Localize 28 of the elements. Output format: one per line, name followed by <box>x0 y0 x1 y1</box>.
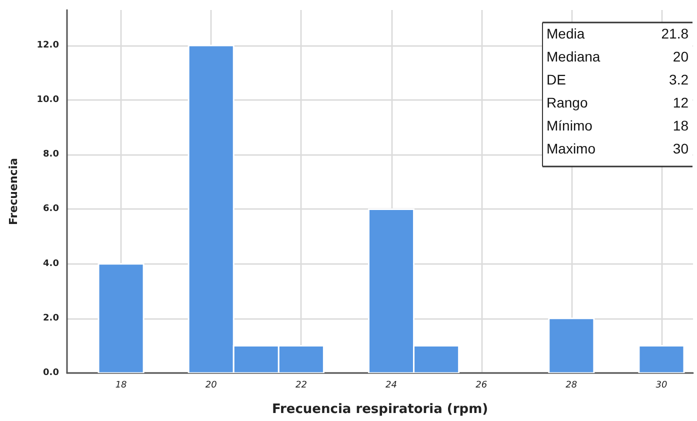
y-tick-label: 10.0 <box>36 95 59 106</box>
x-tick-label: 26 <box>476 380 488 390</box>
y-tick-label: 4.0 <box>43 258 59 269</box>
annotation: 30 <box>672 140 689 156</box>
annotation: 12 <box>672 94 689 110</box>
annotation: Media <box>546 26 585 42</box>
y-axis-title: Frecuencia <box>7 158 20 226</box>
x-tick-label: 22 <box>295 380 308 390</box>
annotation: Mínimo <box>546 118 593 134</box>
x-tick-label: 30 <box>656 380 668 390</box>
y-tick-label: 8.0 <box>43 150 59 160</box>
x-axis-title: Frecuencia respiratoria (rpm) <box>272 402 488 417</box>
x-tick-label: 28 <box>566 380 578 390</box>
annotation: 3.2 <box>669 72 689 88</box>
annotation: 18 <box>672 118 689 134</box>
y-tick-label: 6.0 <box>43 204 59 214</box>
x-tick-label: 18 <box>115 380 128 390</box>
annotation: Maximo <box>546 140 596 156</box>
annotation: DE <box>546 72 566 88</box>
y-tick-label: 0.0 <box>43 368 59 378</box>
y-tick-label: 2.0 <box>43 313 59 324</box>
y-tick-label: 12.0 <box>36 40 59 50</box>
annotation: Mediana <box>546 48 600 64</box>
annotation: 20 <box>672 48 689 64</box>
annotation: Rango <box>546 94 588 110</box>
x-tick-label: 24 <box>386 380 398 390</box>
x-tick-label: 20 <box>205 380 218 390</box>
annotation: 21.8 <box>661 26 689 42</box>
